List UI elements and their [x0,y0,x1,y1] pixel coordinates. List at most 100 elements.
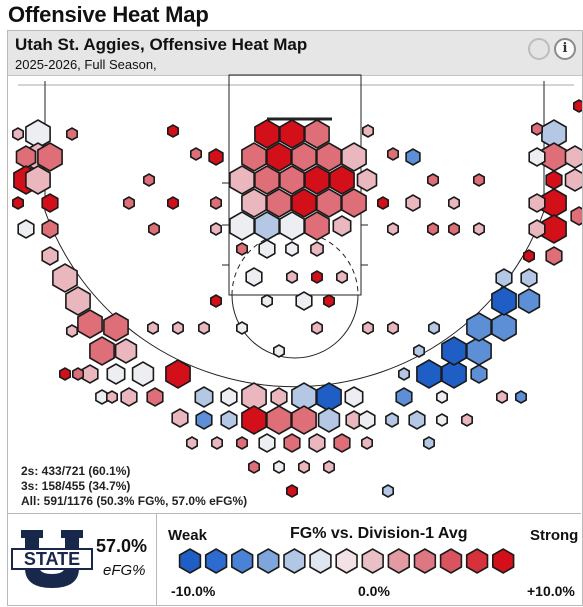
shot-hex[interactable] [210,294,222,308]
shot-hex[interactable] [25,165,51,195]
shot-hex[interactable] [15,145,37,169]
shot-hex[interactable] [422,436,436,450]
shot-hex[interactable] [310,270,324,284]
shot-hex[interactable] [261,294,274,308]
shot-hex[interactable] [316,188,342,218]
shot-hex[interactable] [258,239,276,259]
shot-hex[interactable] [194,386,214,408]
shot-hex[interactable] [472,173,486,187]
shot-hex[interactable] [447,196,461,210]
shot-hex[interactable] [266,142,292,172]
shot-hex[interactable] [58,367,72,381]
shot-hex[interactable] [198,321,210,335]
shot-hex[interactable] [570,206,582,226]
shot-hex[interactable] [528,193,546,213]
shot-hex[interactable] [291,188,317,218]
shot-hex[interactable] [220,387,238,407]
shot-hex[interactable] [460,413,474,427]
shot-hex[interactable] [564,168,583,192]
shot-hex[interactable] [65,324,78,338]
shot-hex[interactable] [167,124,179,138]
shot-hex[interactable] [333,433,351,453]
shot-hex[interactable] [545,246,563,266]
shot-hex[interactable] [272,344,286,358]
shot-hex[interactable] [332,215,352,237]
shot-hex[interactable] [41,193,59,213]
shot-hex[interactable] [376,196,390,210]
shot-hex[interactable] [37,142,63,172]
shot-hex[interactable] [270,387,288,407]
shot-hex[interactable] [285,241,299,257]
shot-hex[interactable] [308,433,326,453]
shot-hex[interactable] [272,460,286,474]
shot-hex[interactable] [210,196,222,210]
shot-hex[interactable] [236,436,248,450]
shot-hex[interactable] [412,344,426,358]
shot-hex[interactable] [254,119,280,149]
shot-hex[interactable] [241,188,267,218]
shot-hex[interactable] [131,361,155,387]
shot-hex[interactable] [279,165,305,195]
shot-hex[interactable] [297,460,311,474]
shot-hex[interactable] [329,165,355,195]
shot-hex[interactable] [491,312,517,342]
shot-hex[interactable] [167,196,179,210]
shot-hex[interactable] [470,364,488,384]
shot-hex[interactable] [81,364,99,384]
shot-hex[interactable] [147,321,159,335]
shot-hex[interactable] [310,241,324,257]
shot-hex[interactable] [304,119,330,149]
shot-hex[interactable] [528,147,546,167]
shot-hex[interactable] [266,405,292,435]
shot-hex[interactable] [572,99,582,113]
shot-hex[interactable] [245,267,263,287]
shot-hex[interactable] [89,336,115,366]
shot-hex[interactable] [120,387,138,407]
shot-hex[interactable] [435,413,449,427]
shot-hex[interactable] [236,242,248,256]
shot-hex[interactable] [310,321,324,335]
shot-hex[interactable] [17,219,35,239]
shot-hex[interactable] [295,291,313,311]
shot-hex[interactable] [356,168,378,192]
shot-hex[interactable] [123,196,135,210]
shot-hex[interactable] [72,367,84,381]
shot-hex[interactable] [172,321,184,335]
shot-hex[interactable] [65,127,78,141]
shot-hex[interactable] [106,363,126,385]
shot-hex[interactable] [322,294,336,308]
shot-hex[interactable] [316,142,342,172]
shot-hex[interactable] [466,312,492,342]
shot-hex[interactable] [361,124,375,138]
shot-hex[interactable] [148,222,160,236]
shot-hex[interactable] [279,119,305,149]
shot-hex[interactable] [395,387,413,407]
shot-hex[interactable] [530,122,544,136]
shot-hex[interactable] [114,338,138,364]
shot-hex[interactable] [65,286,91,316]
shot-hex[interactable] [12,127,24,141]
shot-hex[interactable] [52,263,78,293]
shot-hex[interactable] [386,321,400,335]
shot-hex[interactable] [426,173,440,187]
shot-hex[interactable] [472,222,486,236]
shot-hex[interactable] [186,436,198,450]
shot-hex[interactable] [514,390,528,404]
shot-hex[interactable] [77,309,103,339]
shot-hex[interactable] [441,359,467,389]
shot-hex[interactable] [258,433,276,453]
shot-hex[interactable] [248,460,260,474]
shot-hex[interactable] [522,249,536,263]
shot-hex[interactable] [545,170,563,190]
theme-toggle-button[interactable] [528,38,550,60]
shot-hex[interactable] [291,142,317,172]
shot-hex[interactable] [361,321,375,335]
shot-hex[interactable] [408,410,426,430]
shot-hex[interactable] [427,321,441,335]
shot-hex[interactable] [12,196,24,210]
shot-hex[interactable] [279,211,305,241]
shot-hex[interactable] [317,407,341,433]
shot-hex[interactable] [103,312,129,342]
shot-hex[interactable] [495,390,509,404]
info-button[interactable]: i [554,38,576,60]
